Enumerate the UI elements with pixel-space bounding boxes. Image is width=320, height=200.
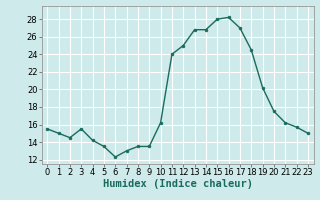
X-axis label: Humidex (Indice chaleur): Humidex (Indice chaleur) <box>103 179 252 189</box>
